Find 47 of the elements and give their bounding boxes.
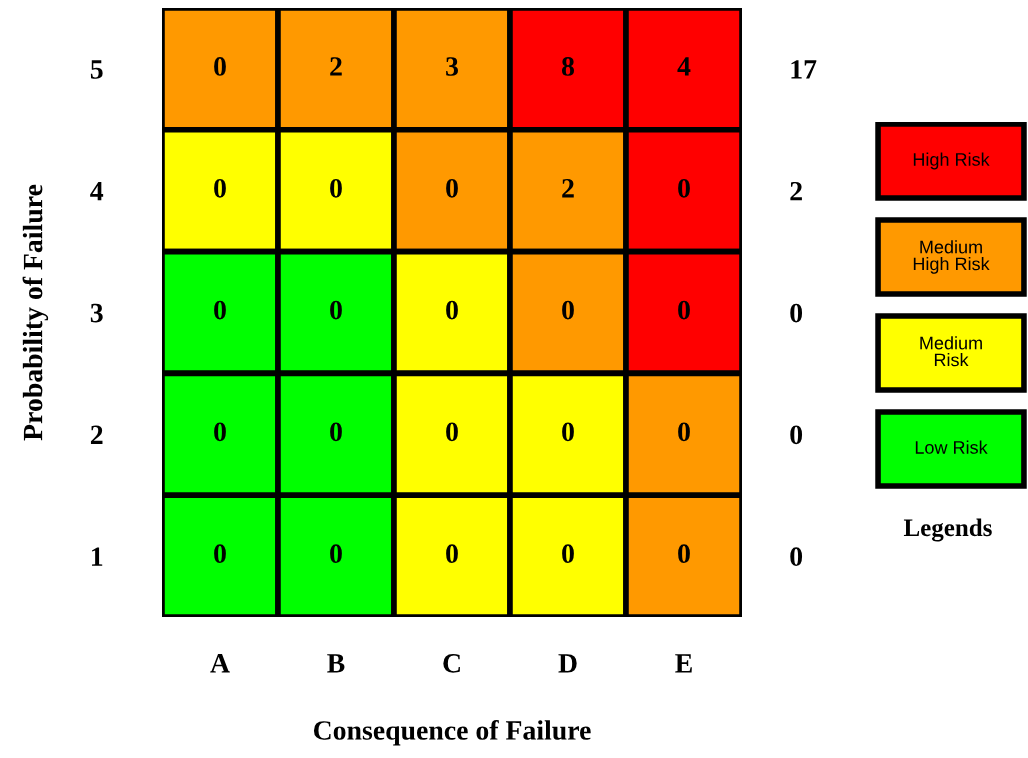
data-label: 0 (214, 422, 226, 442)
data-label: 0 (562, 300, 574, 320)
data-label: 0 (678, 300, 690, 320)
data-label: 0 (446, 178, 458, 198)
data-label: 2 (330, 57, 342, 76)
data-label: 0 (678, 544, 690, 564)
data-label: 8 (561, 57, 575, 76)
data-label: 0 (678, 422, 690, 442)
data-label: 0 (330, 300, 342, 320)
x-tick-label: D (558, 654, 577, 673)
data-label: 0 (678, 178, 690, 198)
x-tick-label: C (443, 653, 460, 673)
data-label: 0 (446, 544, 458, 564)
data-label: 0 (446, 300, 458, 320)
data-label: 0 (330, 422, 342, 442)
category-label: Medium Risk (920, 336, 982, 367)
data-label: 0 (214, 300, 226, 320)
data-label: 0 (562, 544, 574, 564)
y2-tick-label: 0 (790, 425, 803, 445)
y-tick-label: 3 (90, 303, 103, 323)
y2-tick-label: 0 (790, 547, 803, 567)
y2-tick-label: 17 (791, 60, 817, 79)
category-label: High Risk (913, 152, 990, 170)
data-label: 0 (330, 178, 342, 198)
data-label: 0 (214, 178, 226, 198)
data-label: 0 (214, 57, 226, 76)
data-label: 3 (446, 57, 458, 76)
data-label: 0 (214, 544, 226, 564)
y-tick-label: 2 (90, 425, 103, 444)
data-label: 0 (330, 544, 342, 564)
y2-tick-label: 0 (790, 303, 803, 323)
data-label: 2 (562, 178, 574, 198)
x-tick-label: E (675, 654, 692, 673)
x-tick-label: B (327, 654, 345, 673)
x-tick-label: A (210, 654, 230, 673)
y-tick-label: 5 (90, 60, 103, 79)
y-tick-label: 1 (92, 547, 103, 566)
y2-tick-label: 2 (790, 181, 802, 201)
data-label: 4 (677, 57, 691, 76)
y-axis-title: Probability of Failure (22, 184, 49, 441)
x-axis-title: Consequence of Failure (313, 719, 591, 746)
text: Legends (903, 518, 992, 542)
data-label: 0 (446, 422, 458, 442)
category-label: Medium High Risk (913, 240, 990, 274)
y-tick-label: 4 (90, 182, 104, 201)
data-label: 0 (562, 422, 574, 442)
category-label: Low Risk (915, 440, 988, 454)
